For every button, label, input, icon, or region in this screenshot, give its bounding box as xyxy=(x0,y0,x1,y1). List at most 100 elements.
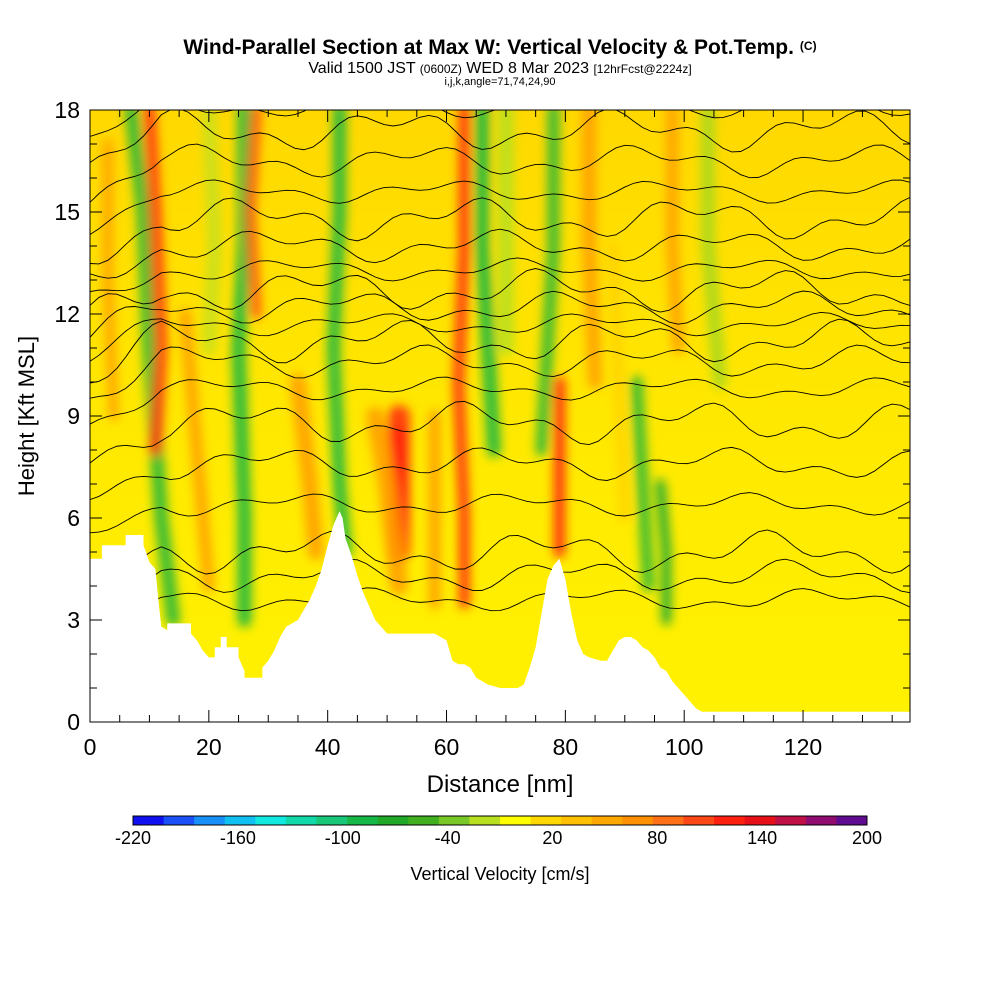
plot-area xyxy=(90,110,910,722)
theta-contour-line xyxy=(90,318,910,384)
colorbar-tick-label: 140 xyxy=(747,828,777,848)
velocity-plume xyxy=(475,110,502,457)
y-tick-label: 0 xyxy=(67,709,80,735)
velocity-plume xyxy=(666,110,685,354)
colorbar-swatch xyxy=(500,816,532,825)
velocity-field xyxy=(102,110,727,627)
terrain xyxy=(90,511,910,722)
velocity-plume xyxy=(245,110,262,319)
valid-date: WED 8 Mar 2023 xyxy=(466,60,589,77)
colorbar: -220 -160 -100 -40 20 80 140 200 xyxy=(115,815,882,848)
theta-contour-line xyxy=(90,558,910,596)
y-tick-label: 6 xyxy=(67,505,80,531)
theta-contour-line xyxy=(90,179,910,235)
theta-contour-line xyxy=(90,143,910,203)
colorbar-swatch xyxy=(805,816,837,825)
velocity-plume xyxy=(630,376,655,592)
colorbar-swatch xyxy=(377,816,409,825)
x-tick-label: 120 xyxy=(784,734,822,760)
valid-time: Valid 1500 JST xyxy=(308,60,416,77)
colorbar-swatch xyxy=(316,816,348,825)
theta-contour-line xyxy=(90,196,910,265)
theta-contour-line xyxy=(90,110,910,137)
colorbar-swatch xyxy=(194,816,226,825)
theta-contour-line xyxy=(90,587,910,633)
y-tick-label: 9 xyxy=(67,403,80,429)
colorbar-tick-label: 20 xyxy=(542,828,562,848)
y-tick-label: 18 xyxy=(54,97,80,123)
colorbar-swatch xyxy=(255,816,287,825)
theta-contour-line xyxy=(90,376,910,425)
colorbar-swatch xyxy=(622,816,654,825)
theta-contour-line xyxy=(90,311,910,362)
velocity-plume xyxy=(124,110,181,627)
velocity-plume xyxy=(327,110,353,559)
x-tick-label: 0 xyxy=(84,734,97,760)
velocity-plume xyxy=(452,110,470,609)
x-tick-label: 20 xyxy=(196,734,222,760)
section-params: i,j,k,angle=71,74,24,90 xyxy=(444,76,556,88)
velocity-plume xyxy=(366,407,408,595)
velocity-plume xyxy=(201,110,222,355)
colorbar-swatch xyxy=(591,816,623,825)
colorbar-swatch xyxy=(652,816,684,825)
y-tick-label: 3 xyxy=(67,607,80,633)
x-tick-label: 80 xyxy=(553,734,579,760)
y-axis-label: Height [Kft MSL] xyxy=(14,336,39,496)
velocity-plume xyxy=(289,374,324,560)
chart-subtitle: Valid 1500 JST (0600Z) WED 8 Mar 2023 [1… xyxy=(0,60,1000,78)
x-axis: 0 20 40 60 80 100 120 xyxy=(84,110,893,760)
colorbar-tick-label: 200 xyxy=(852,828,882,848)
chart-title-text: Wind-Parallel Section at Max W: Vertical… xyxy=(183,36,794,59)
theta-contour-line xyxy=(90,400,910,464)
theta-contour-line xyxy=(90,529,910,575)
colorbar-swatch xyxy=(836,816,868,825)
colorbar-tick-label: -160 xyxy=(220,828,256,848)
y-tick-label: 15 xyxy=(54,199,80,225)
colorbar-frame xyxy=(132,815,868,826)
colorbar-tick-label: 80 xyxy=(647,828,667,848)
velocity-plume xyxy=(102,139,119,421)
theta-contour-line xyxy=(90,257,910,293)
colorbar-swatch xyxy=(683,816,715,825)
colorbar-swatch xyxy=(224,816,256,825)
utc-time: (0600Z) xyxy=(419,62,462,76)
colorbar-swatch xyxy=(133,816,165,825)
theta-contour-line xyxy=(90,110,910,163)
colorbar-swatch xyxy=(347,816,379,825)
theta-contour-line xyxy=(90,344,910,399)
velocity-plume xyxy=(143,110,168,456)
colorbar-tick-label: -100 xyxy=(325,828,361,848)
velocity-plume xyxy=(607,241,630,523)
x-tick-label: 60 xyxy=(434,734,460,760)
theta-contour-line xyxy=(90,268,910,313)
colorbar-swatch xyxy=(469,816,501,825)
colorbar-tick-label: -220 xyxy=(115,828,151,848)
colorbar-tick-label: -40 xyxy=(435,828,461,848)
colorbar-swatch xyxy=(714,816,746,825)
theta-contour-line xyxy=(90,446,910,501)
velocity-plume xyxy=(582,110,603,389)
colorbar-swatch xyxy=(285,816,317,825)
x-tick-label: 40 xyxy=(315,734,341,760)
x-tick-label: 100 xyxy=(665,734,703,760)
y-axis: 0 3 6 9 12 15 18 xyxy=(54,97,910,735)
theta-contour-line xyxy=(90,492,910,534)
x-axis-label: Distance [nm] xyxy=(427,771,574,798)
colorbar-swatch xyxy=(744,816,776,825)
colorbar-swatch xyxy=(530,816,562,825)
copyright-mark: (C) xyxy=(799,39,817,53)
velocity-plume xyxy=(655,479,672,625)
chart-title: Wind-Parallel Section at Max W: Vertical… xyxy=(0,36,1000,60)
colorbar-swatch xyxy=(408,816,440,825)
colorbar-swatch xyxy=(438,816,470,825)
theta-contour-line xyxy=(90,290,910,338)
velocity-plume xyxy=(231,110,252,627)
y-tick-label: 12 xyxy=(54,301,80,327)
theta-contour-line xyxy=(90,228,910,279)
theta-contours xyxy=(90,110,910,633)
colorbar-label: Vertical Velocity [cm/s] xyxy=(410,864,589,884)
colorbar-swatch xyxy=(775,816,807,825)
forecast-info: [12hrFcst@2224z] xyxy=(593,62,692,76)
